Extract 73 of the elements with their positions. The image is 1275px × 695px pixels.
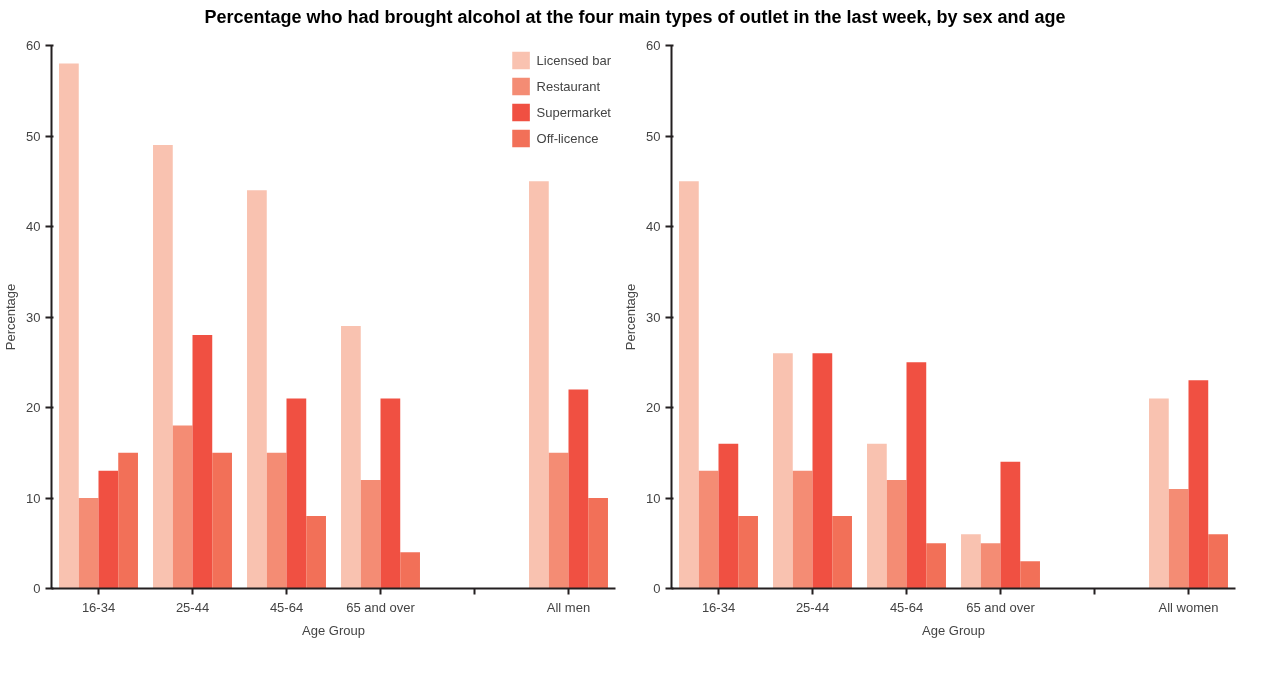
bar <box>588 498 608 589</box>
x-tick-label: 16-34 <box>701 599 736 615</box>
bar <box>400 552 420 589</box>
bar <box>192 335 213 589</box>
bar <box>926 543 946 589</box>
bar <box>1020 561 1040 589</box>
bar <box>247 190 267 589</box>
legend-label: Licensed bar <box>536 52 611 68</box>
legend-label: Off-licence <box>536 130 599 146</box>
x-tick-label: 16-34 <box>81 599 116 615</box>
y-tick-label: 0 <box>653 581 661 596</box>
x-tick-label: 45-64 <box>889 599 924 615</box>
bar <box>172 425 193 589</box>
bar <box>153 145 173 589</box>
y-tick-label: 60 <box>646 38 661 53</box>
bar <box>212 452 232 589</box>
y-tick-label: 50 <box>646 128 661 144</box>
bar <box>792 470 813 589</box>
x-axis-title: Age Group <box>922 622 985 638</box>
bar <box>341 326 361 589</box>
bar <box>59 63 79 589</box>
x-axis-title: Age Group <box>302 622 365 638</box>
y-axis-title: Percentage <box>3 283 19 351</box>
bar <box>906 362 927 589</box>
x-tick-label: 65 and over <box>346 599 416 615</box>
bar <box>98 470 119 589</box>
bar <box>679 181 699 589</box>
bar <box>738 516 758 589</box>
bar <box>1188 380 1209 589</box>
bar <box>867 443 887 589</box>
bar <box>1168 488 1189 589</box>
legend-label: Restaurant <box>536 78 601 94</box>
bar <box>266 452 287 589</box>
x-tick-label: 65 and over <box>966 599 1036 615</box>
chart-title: Percentage who had brought alcohol at the four main types of outlet in the last week, by sex and age <box>204 6 1066 29</box>
x-tick-label: 25-44 <box>795 599 830 615</box>
bar <box>718 443 739 589</box>
x-tick-label: 25-44 <box>175 599 210 615</box>
bar <box>961 534 981 589</box>
bar <box>529 181 549 589</box>
bar <box>78 498 99 589</box>
legend-label: Supermarket <box>536 104 611 120</box>
y-tick-label: 40 <box>646 219 661 234</box>
bar <box>832 516 852 589</box>
y-tick-label: 30 <box>26 309 41 325</box>
bar <box>118 452 138 589</box>
x-tick-label: All women <box>1158 599 1219 615</box>
bar <box>698 470 719 589</box>
y-tick-label: 10 <box>26 490 41 506</box>
x-tick-label: 45-64 <box>269 599 304 615</box>
bar <box>548 452 569 589</box>
bar <box>1208 534 1228 589</box>
bar <box>773 353 793 589</box>
bar <box>812 353 833 589</box>
y-tick-label: 40 <box>26 219 41 234</box>
y-tick-label: 60 <box>26 38 41 53</box>
y-tick-label: 10 <box>646 490 661 506</box>
y-tick-label: 50 <box>26 128 41 144</box>
y-axis-title: Percentage <box>623 283 639 351</box>
bar <box>980 543 1001 589</box>
bar <box>886 479 907 589</box>
bar <box>360 479 381 589</box>
y-tick-label: 20 <box>646 400 661 415</box>
y-tick-label: 0 <box>33 581 41 596</box>
x-tick-label: All men <box>546 599 591 615</box>
bar <box>1149 398 1169 589</box>
bar <box>286 398 307 589</box>
bar <box>380 398 401 589</box>
y-tick-label: 20 <box>26 400 41 415</box>
bar <box>568 389 589 589</box>
y-tick-label: 30 <box>646 309 661 325</box>
bar <box>306 516 326 589</box>
bar <box>1000 461 1021 589</box>
